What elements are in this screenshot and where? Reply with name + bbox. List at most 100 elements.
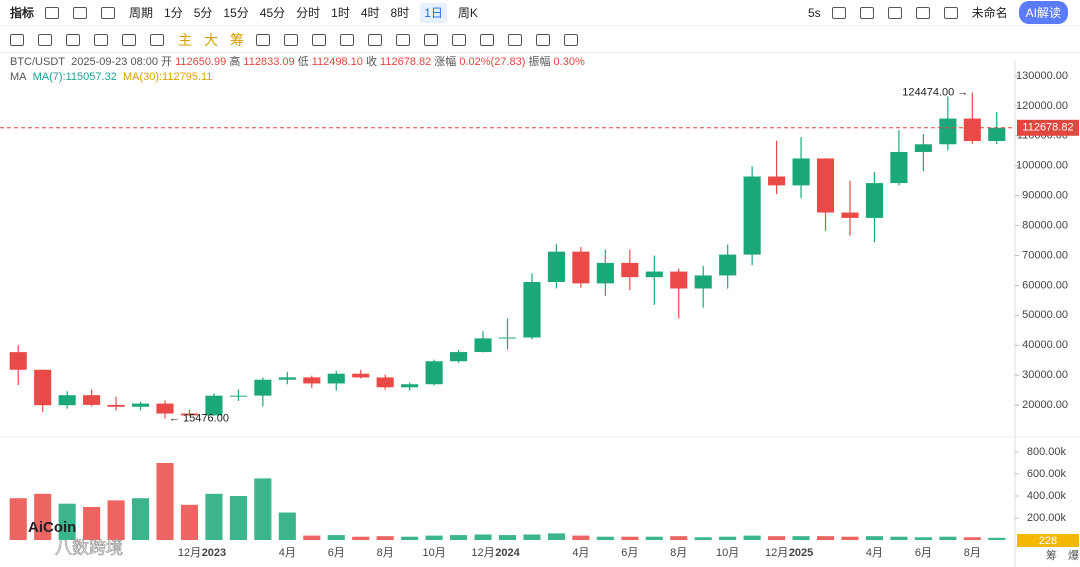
icon[interactable] <box>943 6 958 19</box>
volume-bar <box>768 536 786 540</box>
intervals: 1分 5分 15分 45分 分时 1时 4时 8时 1日 周K <box>164 3 489 23</box>
y-tick-label: 100000.00 <box>1016 160 1068 172</box>
vol-tick-label: 600.00k <box>1027 468 1067 480</box>
icon[interactable] <box>45 6 60 19</box>
icon[interactable] <box>101 6 116 19</box>
interval-button[interactable]: 15分 <box>223 6 249 20</box>
interval-button[interactable]: 1日 <box>420 3 447 23</box>
icon[interactable] <box>452 33 466 46</box>
candle-body <box>841 212 859 218</box>
interval-button[interactable]: 1分 <box>164 6 183 20</box>
icon[interactable] <box>564 33 578 46</box>
mode-button[interactable]: 筹 <box>230 31 244 48</box>
volume-bar <box>58 503 76 540</box>
icon[interactable] <box>424 33 438 46</box>
indicator-button[interactable]: 指标 <box>10 6 35 20</box>
icon[interactable] <box>508 33 522 46</box>
volume-bar <box>498 535 517 540</box>
candle-body <box>278 377 296 380</box>
volume-bar <box>816 536 835 540</box>
field-label: 振幅 <box>528 56 551 68</box>
icon[interactable] <box>150 33 164 46</box>
x-tick-label: 4月 <box>866 547 883 559</box>
source-watermark: 八数跨境 <box>55 538 123 557</box>
info-panel: BTC/USDT 2025-09-23 08:00 开 112650.99 高 … <box>10 55 585 85</box>
candle-body <box>156 403 174 414</box>
field-value: 0.30% <box>553 56 585 68</box>
x-tick-label: 6月 <box>621 547 638 559</box>
layout-name[interactable]: 未命名 <box>971 6 1008 20</box>
interval-button[interactable]: 5分 <box>193 6 213 20</box>
icon[interactable] <box>94 33 108 46</box>
x-tick-label: 12月 <box>178 547 201 559</box>
refresh[interactable]: 5s <box>807 5 821 20</box>
candle-body <box>327 373 345 384</box>
field-value: 112650.99 <box>175 56 227 68</box>
interval-button[interactable]: 周K <box>457 6 478 20</box>
icon[interactable] <box>396 33 410 46</box>
icon[interactable] <box>66 33 80 46</box>
candle-body <box>939 118 957 145</box>
candle-body <box>792 158 810 186</box>
icon[interactable] <box>312 33 326 46</box>
candle-body <box>229 395 247 397</box>
candle-body <box>719 254 737 276</box>
icon[interactable] <box>480 33 494 46</box>
volume-bar <box>9 498 27 540</box>
x-tick-label: 4月 <box>572 547 589 559</box>
icon[interactable] <box>340 33 354 46</box>
icon[interactable] <box>831 6 846 19</box>
mode-button[interactable]: 大 <box>204 31 218 48</box>
footer-button[interactable]: 筹 <box>1046 548 1057 562</box>
icon[interactable] <box>256 33 270 46</box>
candle-body <box>694 275 712 289</box>
volume-bar <box>547 533 565 540</box>
mode-button[interactable]: 主 <box>178 31 192 48</box>
interval-button[interactable]: 分时 <box>296 6 321 20</box>
candle-body <box>963 118 981 142</box>
candle-body <box>474 338 492 353</box>
candle-body <box>768 176 786 186</box>
candle-body <box>425 361 443 385</box>
volume-bar <box>107 500 125 540</box>
volume-bar <box>572 535 590 540</box>
icon[interactable] <box>887 6 902 19</box>
x-tick-label: 8月 <box>964 547 981 559</box>
volume-badge <box>1017 534 1079 547</box>
icon[interactable] <box>10 33 24 46</box>
icon[interactable] <box>284 33 298 46</box>
volume-bar <box>156 463 174 540</box>
volume-bar <box>303 535 321 540</box>
x-tick-label: 4月 <box>279 547 296 559</box>
icon[interactable] <box>122 33 136 46</box>
icon[interactable] <box>73 6 88 19</box>
candle-body <box>670 271 688 289</box>
period-button[interactable]: 周期 <box>129 6 154 20</box>
field-label: 低 <box>297 56 309 68</box>
interval-button[interactable]: 1时 <box>331 6 350 20</box>
icon[interactable] <box>38 33 52 46</box>
icon[interactable] <box>536 33 550 46</box>
volume-bar <box>596 536 614 540</box>
interval-button[interactable]: 45分 <box>259 6 286 20</box>
volume-bar <box>645 536 663 540</box>
candle-body <box>914 144 932 152</box>
y-tick-label: 30000.00 <box>1022 369 1068 381</box>
candle-body <box>401 384 419 388</box>
field-value: 0.02%(27.83) <box>459 56 526 68</box>
icon[interactable] <box>859 6 874 19</box>
interval-button[interactable]: 4时 <box>360 6 380 20</box>
candle-body <box>254 379 272 396</box>
ma-line: MA MA(7):115057.32 MA(30):112795.11 <box>10 70 585 85</box>
y-tick-label: 20000.00 <box>1022 399 1068 411</box>
y-tick-label: 40000.00 <box>1022 339 1068 351</box>
ai-button[interactable]: AI解读 <box>1018 1 1068 24</box>
footer-button[interactable]: 爆 <box>1068 548 1079 562</box>
x-tick-label: 12月 <box>471 547 494 559</box>
interval-button[interactable]: 8时 <box>390 6 410 20</box>
icon[interactable] <box>368 33 382 46</box>
volume-bar <box>327 535 345 540</box>
icon[interactable] <box>915 6 930 19</box>
volume-bar <box>83 507 101 540</box>
